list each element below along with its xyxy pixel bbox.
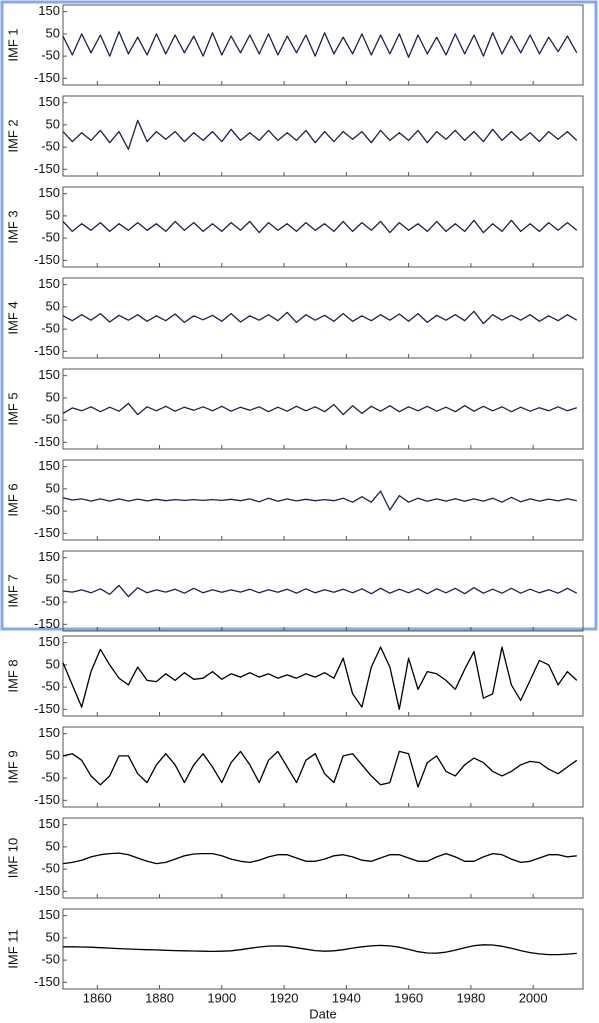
y-tick-label: -150 [34, 70, 60, 85]
y-tick-label: -150 [34, 701, 60, 716]
y-tick-label: 150 [38, 276, 60, 291]
panel-frame [62, 277, 584, 359]
panel-label: IMF 10 [5, 838, 20, 878]
y-tick-label: 50 [46, 571, 60, 586]
series-line [62, 310, 578, 325]
y-tick-label: 150 [38, 634, 60, 649]
series-line [63, 944, 577, 956]
panel-label: IMF 7 [5, 574, 20, 607]
y-tick-label: 50 [46, 389, 60, 404]
y-tick-label: 50 [46, 116, 60, 131]
y-tick-label: -50 [41, 952, 60, 967]
panel-frame [62, 908, 584, 990]
y-tick-label: -150 [34, 343, 60, 358]
y-tick-label: -150 [34, 974, 60, 989]
y-tick-label: -150 [34, 525, 60, 540]
y-tick-label: -50 [41, 230, 60, 245]
series-line [62, 402, 578, 416]
x-tick-label: 1860 [83, 990, 112, 1005]
x-tick-label: 1880 [145, 990, 174, 1005]
y-tick-label: 50 [46, 838, 60, 853]
panel-label: IMF 8 [5, 659, 20, 692]
y-tick-label: -50 [41, 679, 60, 694]
panel-frame [62, 635, 584, 717]
x-tick-label: 1980 [456, 990, 485, 1005]
y-tick-label: 50 [46, 929, 60, 944]
panel-label: IMF 6 [5, 483, 20, 516]
panel-frame [62, 186, 584, 268]
series-line [62, 31, 578, 58]
panel-frame [62, 726, 584, 808]
series-line [62, 750, 578, 788]
series-line [62, 490, 577, 511]
series-line [62, 584, 578, 598]
y-tick-label: 150 [38, 725, 60, 740]
panel-frame [62, 4, 584, 86]
x-tick-label: 1920 [270, 990, 299, 1005]
x-tick-label: 1900 [207, 990, 236, 1005]
series-line [62, 852, 577, 865]
panel-frame [62, 368, 584, 450]
highlight-box [0, 0, 598, 631]
panel-frame [62, 95, 584, 177]
y-tick-label: 50 [46, 25, 60, 40]
y-tick-label: 150 [38, 816, 60, 831]
series-line [62, 646, 578, 710]
y-tick-label: -150 [34, 792, 60, 807]
panel-label: IMF 5 [5, 392, 20, 425]
y-tick-label: 50 [46, 747, 60, 762]
series-line [62, 219, 578, 234]
panel-label: IMF 3 [5, 210, 20, 243]
y-tick-label: 150 [38, 185, 60, 200]
y-tick-label: 50 [46, 298, 60, 313]
y-tick-label: -150 [34, 616, 60, 631]
y-tick-label: -150 [34, 883, 60, 898]
y-tick-label: 50 [46, 656, 60, 671]
panel-label: IMF 4 [5, 301, 20, 334]
panel-label: IMF 9 [5, 750, 20, 783]
x-tick-label: 2000 [519, 990, 548, 1005]
y-tick-label: -50 [41, 594, 60, 609]
y-tick-label: -150 [34, 161, 60, 176]
x-axis-label: Date [309, 1006, 336, 1021]
y-tick-label: 50 [46, 207, 60, 222]
y-tick-label: -50 [41, 321, 60, 336]
panel-frame [62, 459, 584, 541]
y-tick-label: -50 [41, 412, 60, 427]
panel-frame [62, 817, 584, 899]
x-tick-label: 1960 [394, 990, 423, 1005]
y-tick-label: 150 [38, 458, 60, 473]
y-tick-label: -150 [34, 434, 60, 449]
y-tick-label: 150 [38, 3, 60, 18]
y-tick-label: -50 [41, 139, 60, 154]
y-tick-label: -50 [41, 861, 60, 876]
series-line [62, 119, 578, 150]
panel-label: IMF 2 [5, 119, 20, 152]
panel-label: IMF 1 [5, 28, 20, 61]
y-tick-label: 150 [38, 94, 60, 109]
y-tick-label: -50 [41, 503, 60, 518]
x-tick-label: 1940 [332, 990, 361, 1005]
y-tick-label: 150 [38, 367, 60, 382]
y-tick-label: 150 [38, 907, 60, 922]
y-tick-label: 50 [46, 480, 60, 495]
panel-label: IMF 11 [5, 929, 20, 969]
y-tick-label: -50 [41, 770, 60, 785]
y-tick-label: -150 [34, 252, 60, 267]
y-tick-label: -50 [41, 48, 60, 63]
y-tick-label: 150 [38, 549, 60, 564]
